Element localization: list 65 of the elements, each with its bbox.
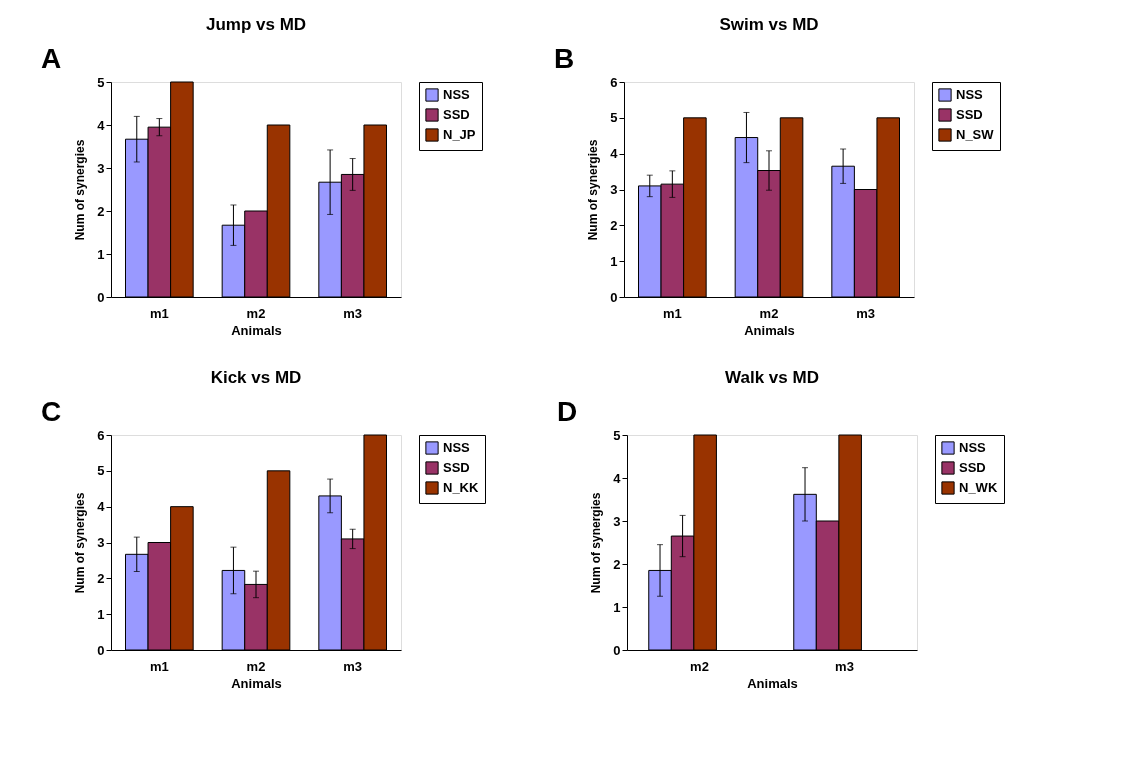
y-tick-label: 2 — [97, 570, 105, 586]
legend-label: N_SW — [956, 127, 995, 142]
legend-label: NSS — [443, 87, 471, 102]
y-tick-label: 1 — [97, 246, 105, 262]
legend-label: N_KK — [443, 480, 480, 495]
text: D — [557, 396, 578, 427]
y-tick-label: 6 — [610, 74, 618, 90]
chart-title: Walk vs MD — [725, 368, 819, 387]
legend-label: NSS — [959, 440, 987, 455]
y-tick-label: 2 — [97, 203, 105, 219]
y-axis-title: Num of synergies — [73, 139, 88, 241]
y-tick-label: 5 — [613, 427, 621, 443]
y-axis-title: Num of synergies — [586, 139, 601, 241]
y-tick-label: 3 — [97, 535, 105, 550]
legend-label: N_JP — [443, 127, 476, 142]
x-tick-label: m3 — [343, 658, 363, 674]
x-tick-label: m1 — [149, 305, 169, 321]
y-tick-label: 2 — [613, 556, 621, 572]
chart-title: Kick vs MD — [210, 368, 302, 387]
legend-label: NSS — [443, 440, 471, 455]
y-tick-label: 3 — [97, 160, 105, 176]
y-tick-label: 1 — [613, 599, 621, 615]
y-tick-label: 4 — [613, 470, 622, 486]
y-tick-label: 1 — [610, 253, 618, 269]
y-tick-label: 2 — [610, 217, 618, 233]
text: C — [41, 396, 62, 427]
y-tick-label: 5 — [97, 74, 105, 90]
y-tick-label: 4 — [97, 117, 106, 133]
chart-title: Swim vs MD — [719, 15, 819, 34]
x-tick-label: m1 — [662, 305, 682, 321]
legend-label: SSD — [956, 107, 983, 122]
legend-label: NSS — [956, 87, 984, 102]
x-tick-label: m2 — [246, 305, 266, 321]
x-tick-label: m3 — [343, 305, 363, 321]
legend-label: SSD — [443, 460, 470, 475]
y-tick-label: 1 — [97, 606, 105, 622]
x-tick-label: m1 — [149, 658, 169, 674]
y-tick-label: 4 — [97, 499, 106, 515]
y-tick-label: 0 — [613, 642, 621, 658]
legend-label: SSD — [443, 107, 470, 122]
x-axis-title: Animals — [231, 322, 282, 338]
y-tick-label: 3 — [610, 182, 618, 197]
legend-label: N_WK — [959, 480, 998, 495]
y-axis-title: Num of synergies — [589, 492, 604, 594]
x-axis-title: Animals — [744, 322, 795, 338]
y-axis-title: Num of synergies — [73, 492, 88, 594]
y-tick-label: 6 — [97, 427, 105, 443]
y-tick-label: 0 — [97, 642, 105, 658]
text: A — [41, 43, 62, 74]
y-tick-label: 5 — [97, 463, 105, 479]
x-tick-label: m2 — [759, 305, 779, 321]
x-tick-label: m3 — [835, 658, 854, 674]
x-tick-label: m3 — [856, 305, 876, 321]
y-tick-label: 0 — [97, 289, 105, 305]
x-axis-title: Animals — [747, 675, 798, 691]
x-tick-label: m2 — [690, 658, 709, 674]
y-tick-label: 4 — [610, 146, 619, 162]
x-tick-label: m2 — [246, 658, 266, 674]
legend-label: SSD — [959, 460, 986, 475]
y-tick-label: 0 — [610, 289, 618, 305]
y-tick-label: 3 — [613, 513, 621, 529]
x-axis-title: Animals — [231, 675, 282, 691]
y-tick-label: 5 — [610, 110, 618, 126]
chart-title: Jump vs MD — [205, 15, 307, 34]
text: B — [554, 43, 575, 74]
